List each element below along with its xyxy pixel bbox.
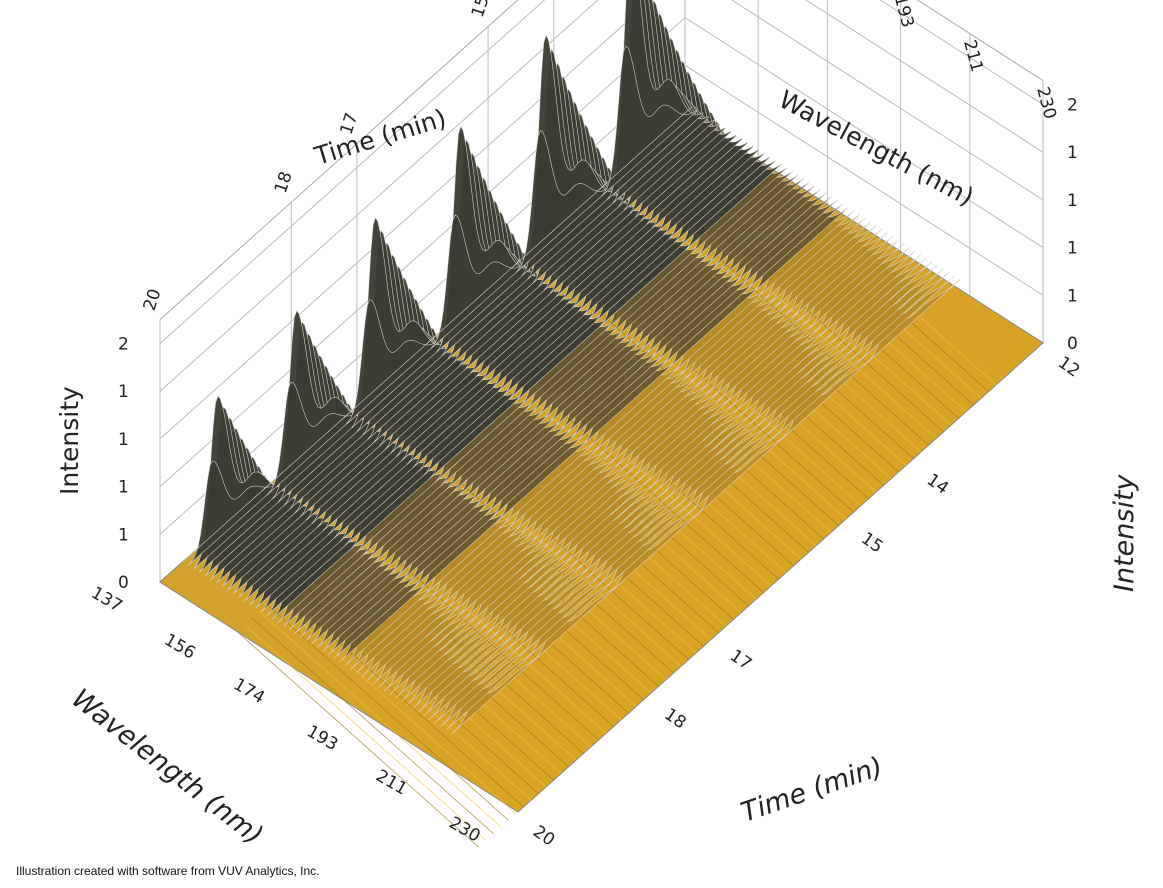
time-tick-label-bottom: 17 bbox=[726, 646, 755, 675]
peak-slice bbox=[188, 460, 285, 566]
wavelength-tick-label-bottom: 211 bbox=[372, 766, 410, 800]
peak-slice bbox=[529, 577, 626, 664]
peak-slice bbox=[440, 641, 536, 728]
floor-streak bbox=[236, 631, 479, 848]
grid-line bbox=[159, 0, 546, 344]
peak-5 bbox=[510, 34, 876, 442]
peak-2 bbox=[261, 309, 626, 664]
intensity-tick-label-left: 0 bbox=[118, 573, 129, 593]
peak-3 bbox=[340, 216, 705, 594]
peak-slice bbox=[688, 427, 785, 515]
peak-slice bbox=[693, 431, 790, 518]
intensity-axis-title-left: Intensity bbox=[55, 386, 84, 495]
peak-slice bbox=[596, 106, 692, 193]
wavelength-axis-title-bottom: Wavelength (nm) bbox=[66, 683, 269, 851]
peak-1 bbox=[182, 395, 547, 735]
intensity-tick-label-left: 1 bbox=[118, 430, 129, 450]
peak-slice bbox=[501, 559, 598, 647]
floor-streak bbox=[274, 597, 517, 814]
peak-slice bbox=[345, 299, 442, 426]
intensity-tick-label-left: 1 bbox=[118, 525, 129, 545]
peak-slice bbox=[762, 344, 859, 431]
peak-slice bbox=[597, 500, 694, 587]
peak-slice bbox=[451, 648, 547, 735]
grid-line bbox=[684, 17, 1044, 249]
wavelength-tick-label-bottom: 156 bbox=[161, 630, 199, 664]
peak-slice bbox=[518, 570, 615, 657]
time-tick-label-bottom: 14 bbox=[923, 470, 952, 499]
intensity-tick-label-right: 2 bbox=[1067, 96, 1078, 116]
peak-slice bbox=[756, 340, 853, 428]
peak-slice bbox=[677, 420, 774, 507]
peak-6 bbox=[596, 0, 961, 365]
peak-slice bbox=[682, 424, 779, 511]
grid-line bbox=[805, 0, 1044, 153]
peak-slice bbox=[425, 259, 522, 345]
grid-line bbox=[879, 0, 1044, 105]
grid-line bbox=[159, 0, 653, 440]
surface-peaks bbox=[182, 0, 961, 735]
intensity-tick-label-right: 1 bbox=[1067, 286, 1078, 306]
peak-slice bbox=[779, 355, 876, 442]
peak-slice bbox=[445, 644, 542, 731]
intensity-axis-title-right: Intensity bbox=[1109, 473, 1140, 592]
peak-slice bbox=[423, 630, 520, 717]
wavelength-tick-label-bottom: 193 bbox=[303, 722, 341, 756]
time-axis-title-bottom: Time (min) bbox=[737, 751, 887, 828]
peak-slice bbox=[510, 183, 607, 269]
peak-slice bbox=[434, 637, 531, 724]
wavelength-tick-label-bottom: 230 bbox=[446, 813, 484, 847]
peak-slice bbox=[507, 563, 604, 650]
peak-slice bbox=[479, 545, 576, 632]
peak-slice bbox=[524, 574, 621, 661]
peak-slice bbox=[847, 268, 944, 355]
intensity-tick-label-right: 1 bbox=[1067, 143, 1078, 163]
peak-slice bbox=[601, 45, 698, 197]
peak-slice bbox=[665, 413, 762, 500]
peak-slice bbox=[513, 567, 609, 654]
intensity-tick-label-left: 1 bbox=[118, 382, 129, 402]
peak-slice bbox=[853, 271, 950, 359]
peak-slice bbox=[660, 409, 757, 497]
peak-slice bbox=[608, 507, 705, 594]
intensity-tick-label-left: 2 bbox=[118, 335, 129, 355]
intensity-tick-label-right: 1 bbox=[1067, 191, 1078, 211]
peak-slice bbox=[671, 416, 768, 504]
peak-4 bbox=[425, 125, 790, 518]
intensity-tick-label-right: 0 bbox=[1067, 334, 1078, 354]
peak-slice bbox=[485, 549, 581, 636]
floor-streak bbox=[251, 617, 494, 835]
peak-slice bbox=[603, 503, 699, 591]
peak-slice bbox=[389, 608, 486, 696]
peak-slice bbox=[473, 541, 570, 629]
peak-slice bbox=[496, 556, 593, 643]
grid-line bbox=[159, 0, 599, 392]
time-tick-label-bottom: 20 bbox=[529, 822, 558, 851]
time-tick-label-top: 18 bbox=[271, 169, 297, 196]
time-tick-label-bottom: 18 bbox=[660, 705, 689, 734]
peak-slice bbox=[266, 381, 363, 496]
intensity-tick-label-left: 1 bbox=[118, 478, 129, 498]
grid-line bbox=[159, 17, 686, 487]
intensity-tick-label-right: 1 bbox=[1067, 239, 1078, 259]
peak-slice bbox=[768, 347, 864, 435]
floor-streak bbox=[259, 611, 502, 828]
time-tick-label-top: 20 bbox=[140, 286, 166, 313]
time-tick-label-bottom: 15 bbox=[857, 529, 886, 558]
time-tick-label-top: 15 bbox=[468, 0, 494, 20]
grid-line bbox=[730, 0, 1044, 201]
wavelength-tick-label-bottom: 174 bbox=[230, 675, 268, 709]
peak-slice bbox=[340, 335, 436, 422]
floor-streak bbox=[266, 604, 509, 821]
grid-line bbox=[684, 64, 1044, 296]
floor-streak bbox=[244, 624, 487, 841]
peak-slice bbox=[773, 351, 870, 438]
peak-slice bbox=[428, 633, 525, 720]
peak-slice bbox=[490, 552, 587, 640]
credit-text: Illustration created with software from … bbox=[16, 864, 320, 878]
time-tick-label-bottom: 12 bbox=[1054, 353, 1083, 382]
